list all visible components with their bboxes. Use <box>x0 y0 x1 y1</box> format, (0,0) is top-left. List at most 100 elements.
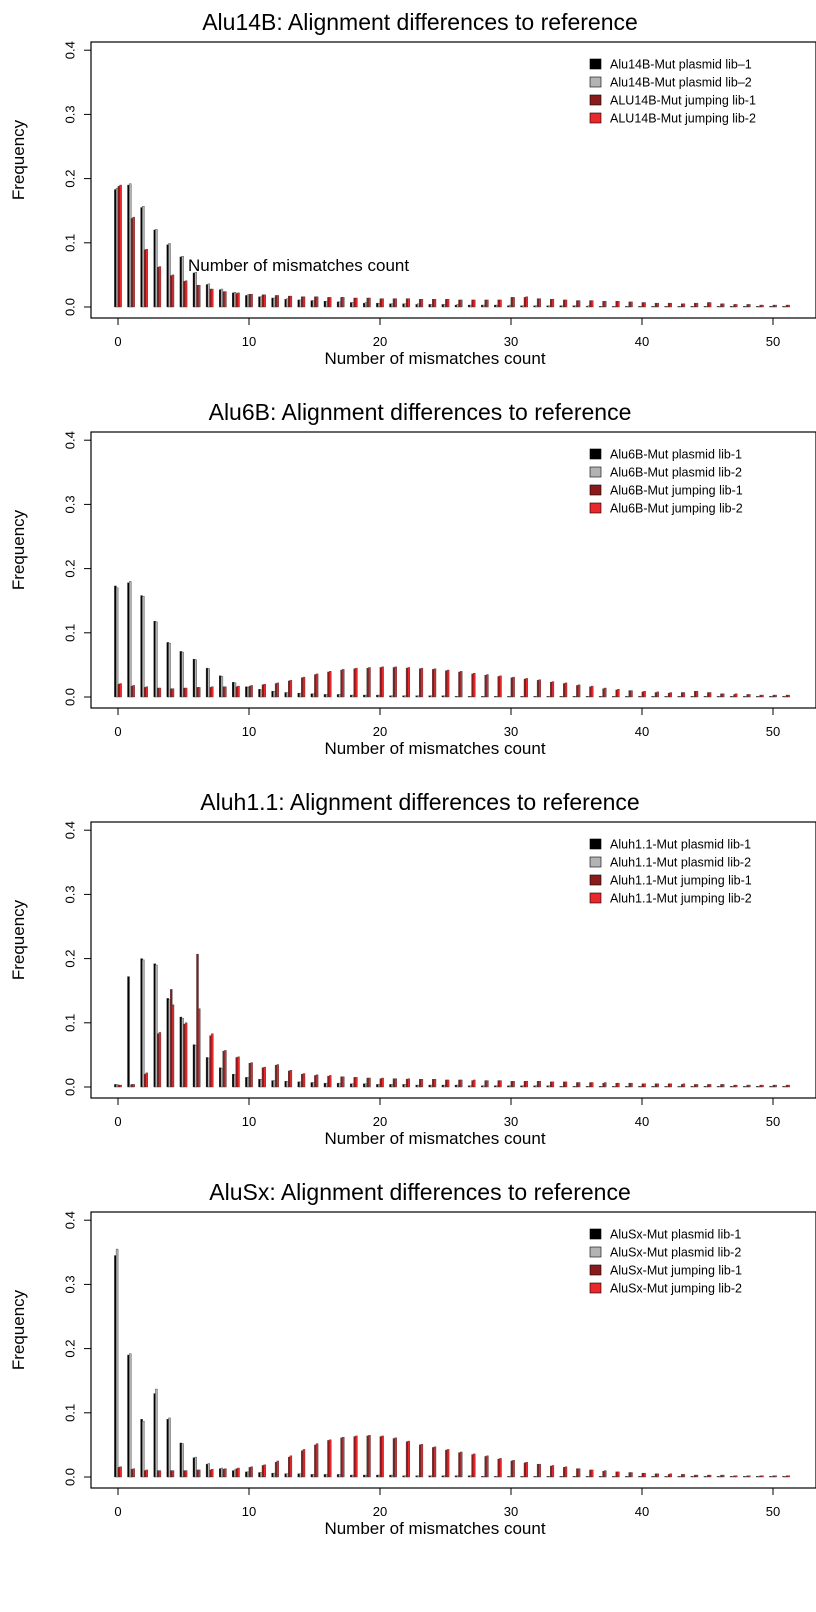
bar-group <box>114 183 790 308</box>
bar <box>787 694 790 698</box>
bar <box>276 1064 279 1088</box>
bar <box>695 1474 699 1478</box>
bar <box>184 1470 188 1478</box>
x-tick-label: 10 <box>242 1504 256 1519</box>
x-tick-label: 20 <box>373 1504 387 1519</box>
plot-frame <box>90 1211 816 1489</box>
y-tick-label: 0.4 <box>63 41 78 59</box>
chart-title: Aluh1.1: Alignment differences to refere… <box>200 789 639 815</box>
bar <box>329 671 332 698</box>
bar <box>643 691 646 698</box>
bar <box>355 1435 358 1478</box>
bar <box>525 1462 528 1478</box>
bar <box>486 674 489 698</box>
y-tick-label: 0.0 <box>63 298 78 316</box>
bar <box>194 1456 197 1478</box>
bar <box>446 1079 450 1088</box>
bar <box>656 691 659 698</box>
legend-swatch <box>589 94 602 106</box>
bar <box>119 184 122 308</box>
bar <box>460 1451 463 1478</box>
bar <box>656 1083 659 1088</box>
bar <box>276 295 279 308</box>
bar <box>197 687 201 698</box>
bar <box>499 675 502 698</box>
x-tick-label: 50 <box>766 1504 780 1519</box>
bar <box>591 300 594 308</box>
bar <box>682 303 686 308</box>
bar <box>368 1435 371 1478</box>
bar <box>184 280 188 308</box>
bar <box>302 1449 306 1478</box>
bar <box>460 299 463 308</box>
x-tick-label: 0 <box>114 334 121 349</box>
bar <box>194 659 197 698</box>
bar <box>433 668 437 698</box>
chart-panel: Alu14B: Alignment differences to referen… <box>9 9 816 368</box>
bar <box>168 642 171 698</box>
bar <box>171 1004 175 1088</box>
bar <box>329 297 332 308</box>
bar <box>197 284 201 308</box>
bar <box>446 1449 450 1478</box>
bar <box>617 1471 620 1478</box>
x-axis-label: Number of mismatches count <box>324 739 545 758</box>
bar <box>263 683 266 698</box>
bar <box>342 669 345 698</box>
bar <box>132 1468 135 1478</box>
legend-label: AluSx-Mut plasmid lib-2 <box>610 1245 741 1259</box>
bar <box>473 673 476 698</box>
bar <box>168 1417 171 1478</box>
bar <box>761 694 764 698</box>
chart-panel: Aluh1.1: Alignment differences to refere… <box>9 789 816 1148</box>
bar <box>577 300 581 308</box>
bar <box>761 304 764 308</box>
x-tick-label: 20 <box>373 724 387 739</box>
y-tick-label: 0.2 <box>63 1340 78 1358</box>
legend-swatch <box>589 466 602 478</box>
bar <box>315 296 319 308</box>
bar <box>263 294 266 308</box>
bar <box>142 1420 145 1478</box>
x-tick-label: 20 <box>373 334 387 349</box>
x-axis-label: Number of mismatches count <box>324 1129 545 1148</box>
x-tick-label: 20 <box>373 1114 387 1129</box>
bar <box>407 1078 410 1088</box>
y-tick-label: 0.3 <box>63 1275 78 1293</box>
bar <box>591 1082 594 1088</box>
legend-label: Alu6B-Mut plasmid lib-2 <box>610 465 742 479</box>
y-tick-label: 0.1 <box>63 1014 78 1032</box>
bar <box>407 667 410 698</box>
bar <box>564 299 568 308</box>
bar <box>250 685 253 698</box>
bar <box>420 299 424 308</box>
bar <box>708 692 712 698</box>
bar <box>145 249 149 308</box>
bar <box>538 1463 541 1478</box>
bar <box>473 1453 476 1478</box>
bar <box>473 1079 476 1088</box>
bar <box>722 1474 725 1478</box>
bar <box>525 296 528 308</box>
plot-frame <box>90 431 816 709</box>
legend-label: AluSx-Mut jumping lib-1 <box>610 1263 742 1277</box>
legend-label: Aluh1.1-Mut jumping lib-2 <box>610 891 752 905</box>
chart-title: Alu6B: Alignment differences to referenc… <box>209 399 632 425</box>
bar-group <box>114 953 790 1088</box>
x-tick-label: 10 <box>242 724 256 739</box>
bar <box>211 288 214 308</box>
bar <box>499 1458 502 1478</box>
bar <box>197 1008 201 1088</box>
bar <box>708 1474 712 1478</box>
bar <box>237 292 240 308</box>
legend-label: Alu14B-Mut plasmid lib–2 <box>610 75 752 89</box>
bar <box>761 1084 764 1088</box>
bar <box>551 681 555 698</box>
bar <box>381 298 384 308</box>
bar <box>119 683 122 698</box>
legend-label: Aluh1.1-Mut jumping lib-1 <box>610 873 752 887</box>
bar <box>224 1050 227 1088</box>
bar <box>787 1475 790 1478</box>
bar <box>127 976 130 1088</box>
bar-group <box>114 581 790 698</box>
